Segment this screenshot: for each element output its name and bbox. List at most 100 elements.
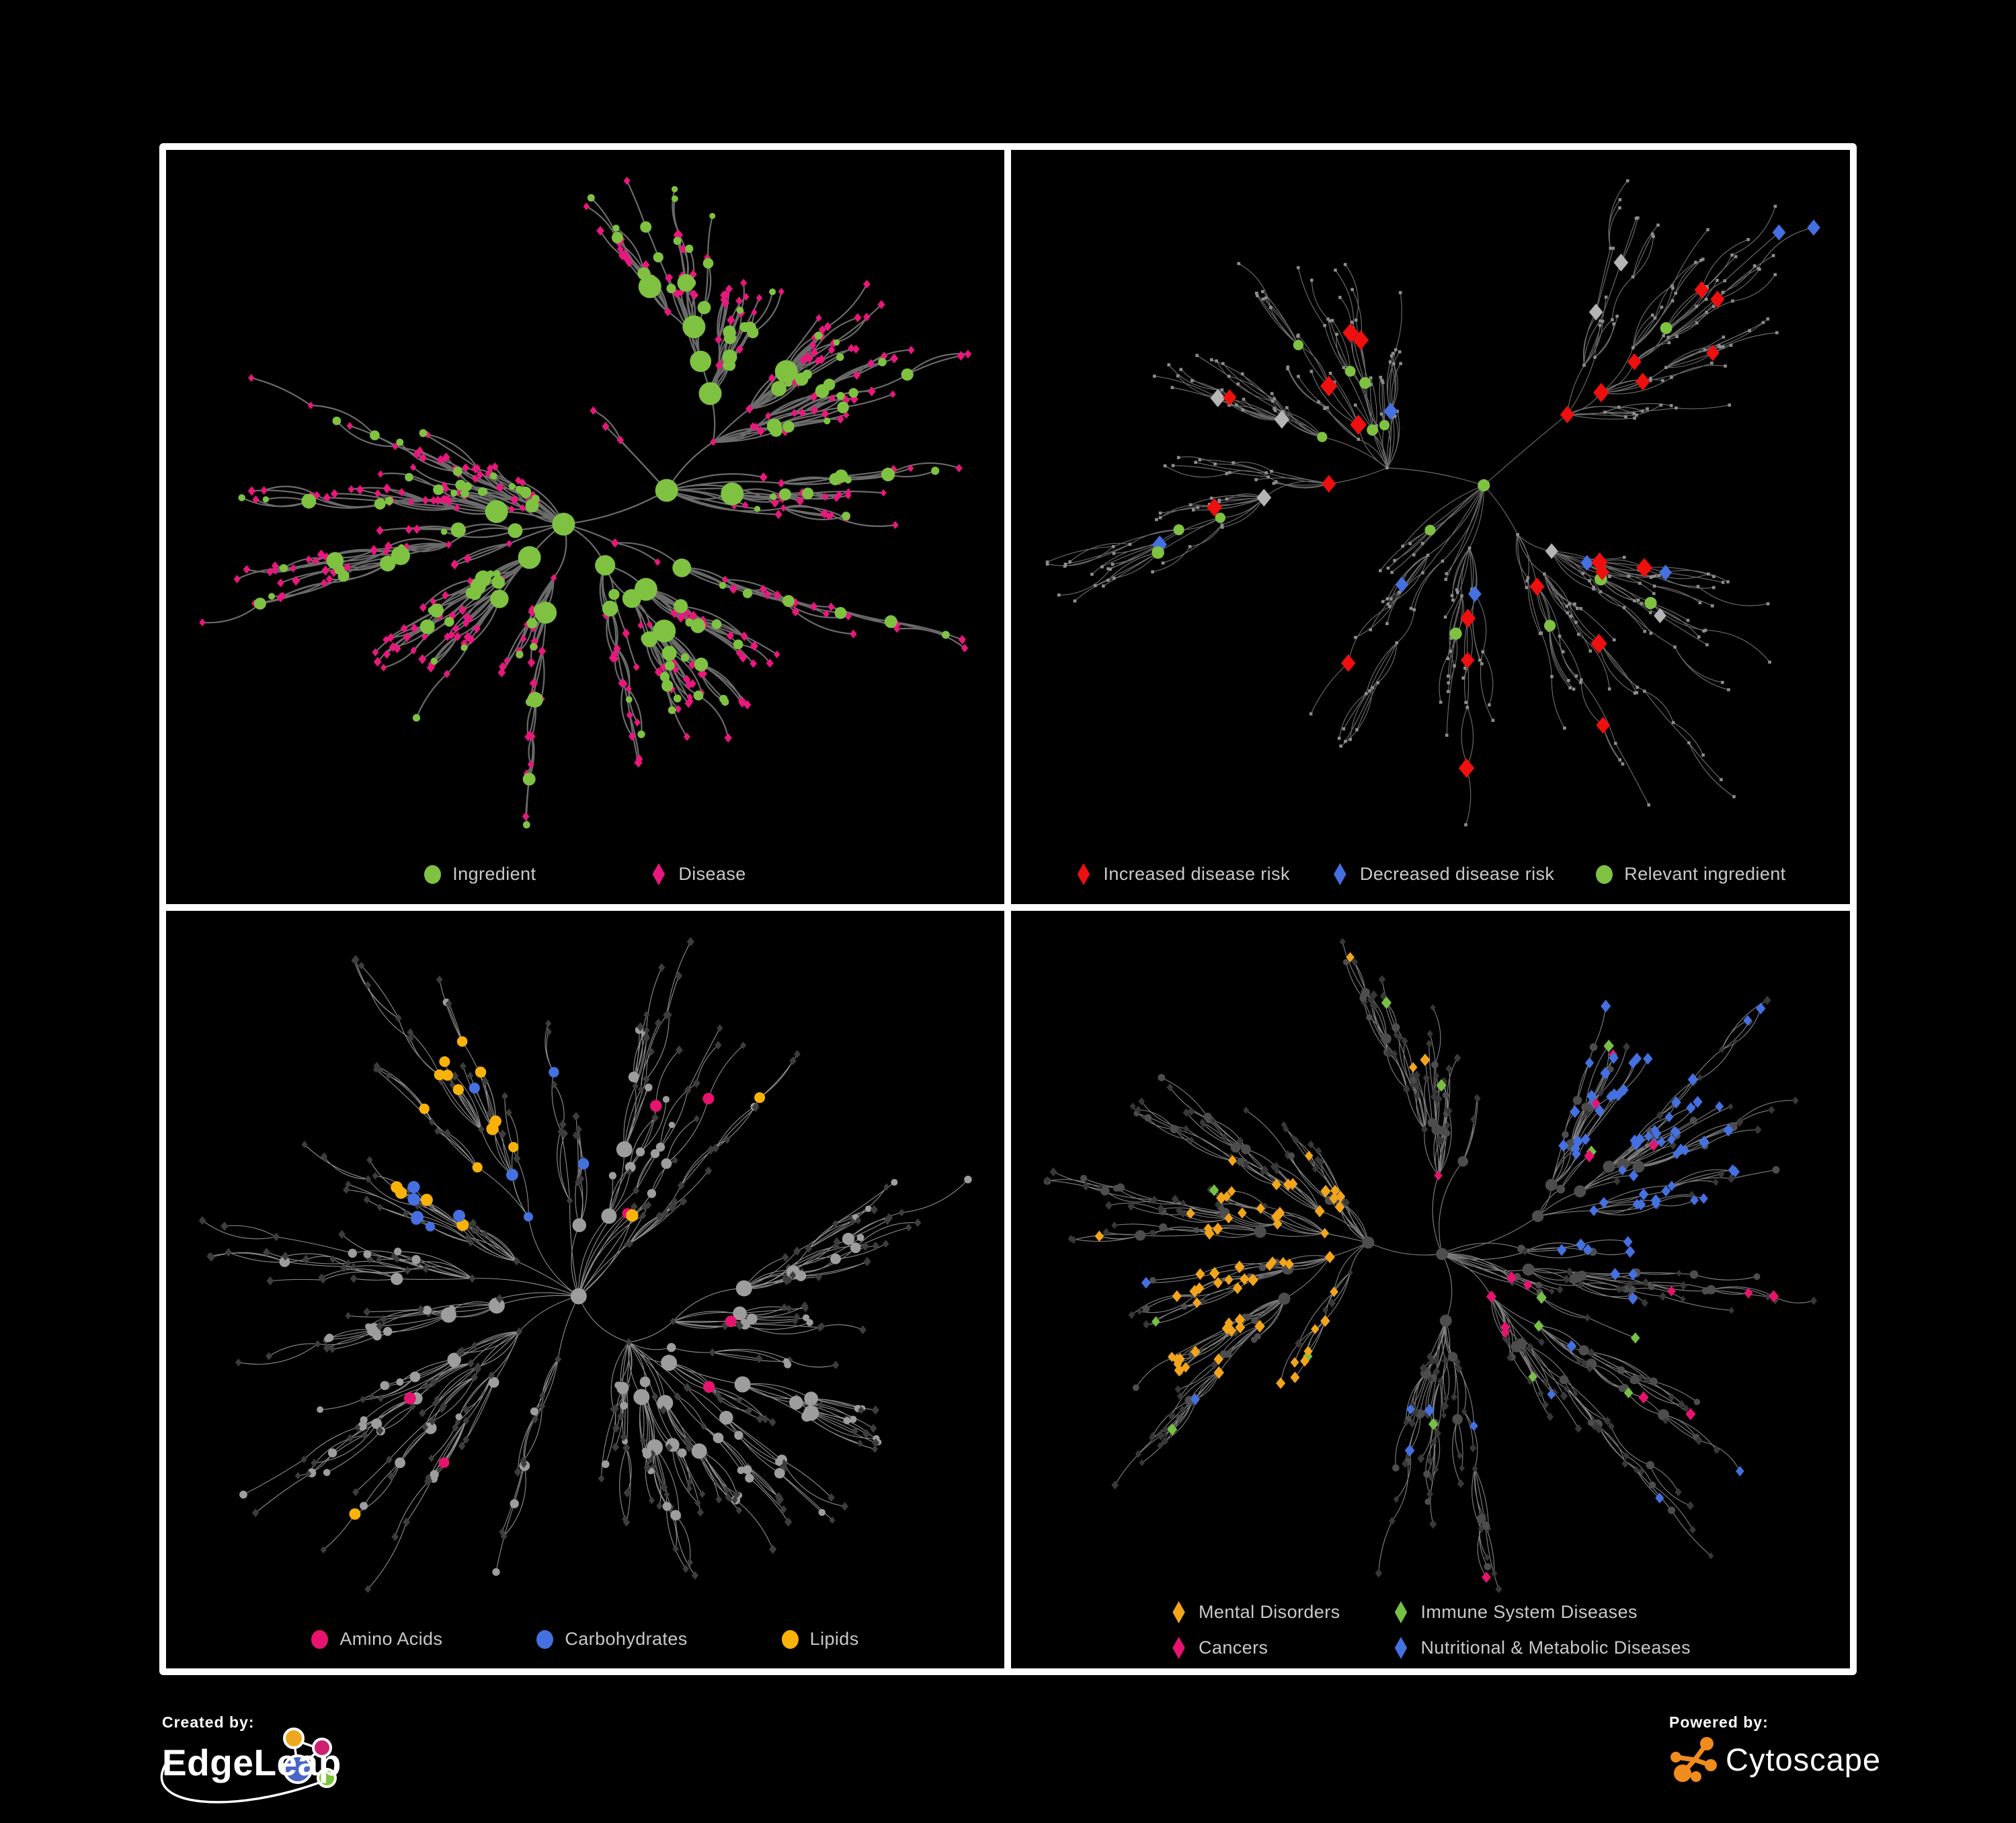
increased-disease-risk-diamond-marker (1075, 863, 1092, 885)
edgeleap-brand[interactable]: Created by: EdgeLeap (162, 1713, 341, 1796)
node (769, 1418, 776, 1427)
edge (1373, 643, 1397, 688)
node (1718, 346, 1722, 349)
node (1614, 253, 1629, 272)
node (1601, 320, 1605, 323)
node (1693, 1096, 1703, 1108)
node (1464, 823, 1467, 827)
node (1650, 576, 1653, 579)
node (1625, 1246, 1636, 1258)
node (1180, 368, 1183, 371)
node (667, 1343, 676, 1352)
node (1574, 1185, 1586, 1197)
node (1619, 1385, 1626, 1393)
edge (1464, 1412, 1473, 1448)
node (248, 486, 256, 495)
node (1273, 407, 1276, 410)
node (1311, 1324, 1319, 1334)
node (837, 401, 849, 413)
node (1599, 590, 1603, 594)
node (1225, 497, 1229, 501)
node (456, 1414, 462, 1420)
node (524, 1212, 533, 1221)
edge (1436, 1433, 1440, 1469)
node (1129, 1311, 1135, 1319)
node (1701, 257, 1705, 261)
legend-item-disease: Disease (650, 863, 745, 885)
node (1753, 264, 1757, 268)
node (1094, 584, 1097, 588)
node (754, 1092, 765, 1103)
node (489, 1297, 505, 1313)
node (649, 1048, 655, 1055)
edge (537, 1359, 558, 1411)
node (669, 1122, 675, 1128)
node (1643, 1053, 1653, 1065)
node (1269, 306, 1273, 309)
node (1549, 1288, 1554, 1295)
node (1189, 503, 1193, 507)
node (640, 1212, 646, 1219)
node (1631, 346, 1635, 350)
node (225, 1248, 233, 1257)
node (612, 1443, 619, 1452)
node (686, 1485, 693, 1493)
node (1424, 1498, 1430, 1504)
node (1572, 688, 1576, 691)
node (338, 1230, 346, 1239)
node (1712, 575, 1716, 578)
node (785, 380, 793, 387)
node (1710, 362, 1713, 365)
edge (449, 1004, 462, 1041)
ingredient-circle-marker (424, 865, 441, 884)
node (658, 963, 666, 972)
node (1608, 575, 1611, 578)
edge (681, 1140, 727, 1186)
node (321, 1546, 327, 1553)
node (301, 1455, 308, 1463)
node (1325, 1251, 1335, 1263)
edge (688, 1028, 720, 1090)
edge (1461, 707, 1468, 766)
node (957, 351, 965, 360)
cytoscape-brand[interactable]: Powered by: Cytoscape (1669, 1713, 1881, 1784)
node (719, 582, 726, 589)
node (1157, 1442, 1163, 1449)
edge (389, 1409, 442, 1460)
node (391, 1273, 403, 1285)
node (444, 617, 454, 627)
node (1492, 719, 1495, 722)
edge (1065, 544, 1130, 565)
edge (368, 1522, 406, 1589)
node (819, 1509, 825, 1516)
node (1562, 650, 1565, 653)
edge (1457, 1419, 1463, 1468)
node (1567, 679, 1570, 682)
node (1264, 471, 1268, 475)
node (815, 384, 830, 398)
node (1675, 407, 1678, 410)
edge (364, 1463, 400, 1506)
node (1639, 1391, 1649, 1404)
edge (1463, 1098, 1478, 1161)
node (1703, 348, 1707, 352)
node (642, 1448, 648, 1454)
node (1478, 479, 1490, 491)
node (1452, 1414, 1463, 1425)
node (878, 358, 887, 366)
edge (1463, 1119, 1474, 1161)
node (273, 1233, 280, 1242)
node (1275, 480, 1278, 483)
node (1350, 288, 1354, 291)
node (578, 1158, 590, 1170)
node (611, 538, 619, 548)
node (1656, 1111, 1664, 1120)
node (1638, 581, 1642, 585)
node (1371, 686, 1375, 690)
edge (1298, 345, 1328, 386)
node (1482, 650, 1485, 653)
node (1694, 1399, 1701, 1406)
node (1724, 279, 1727, 282)
node (531, 495, 539, 503)
node (1409, 1062, 1418, 1073)
